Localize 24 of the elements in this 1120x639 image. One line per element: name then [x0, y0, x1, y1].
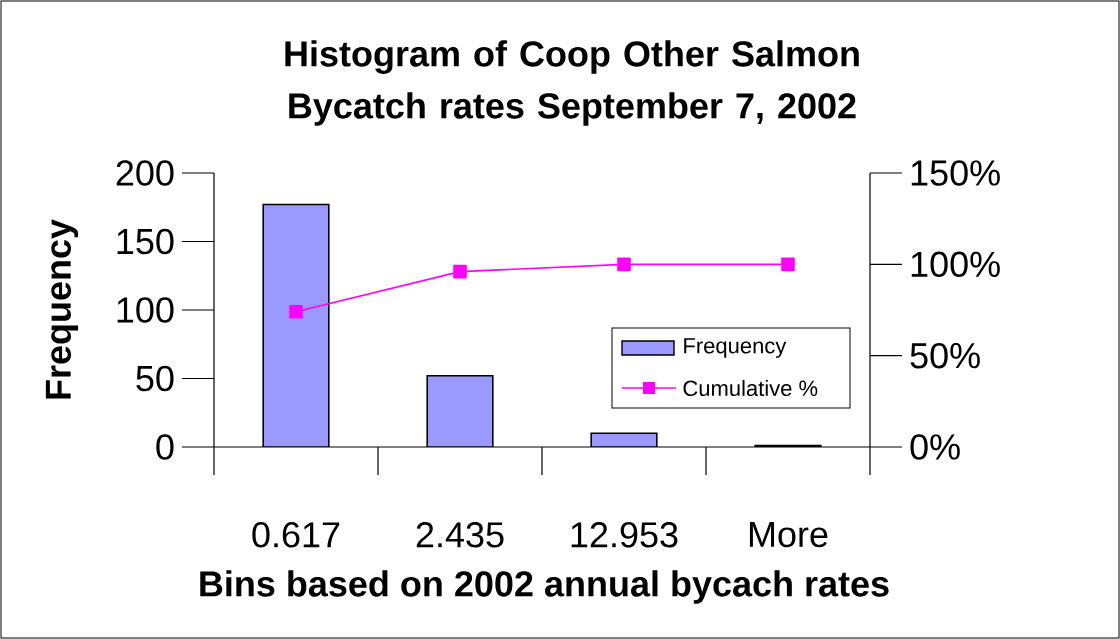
y-tick-label: 100	[117, 297, 174, 323]
bar	[262, 203, 330, 447]
y-tick-label: 150	[117, 228, 174, 255]
y-tick-label: 0	[156, 434, 174, 460]
y2-tick-label: 150%	[911, 160, 1000, 186]
y2-tick-label: 50%	[910, 342, 980, 369]
y-axis-title: Frequency	[45, 219, 79, 399]
x-tick-label: 2.435	[416, 522, 504, 548]
bar	[426, 374, 494, 447]
chart-title: Histogram of Coop Other Salmon Bycatch rates September 7, 2002	[285, 40, 859, 126]
point	[289, 305, 303, 319]
legend-label: Cumulative %	[683, 379, 818, 397]
legend-label: Frequency	[684, 338, 787, 358]
y2-tick-label: 0%	[910, 434, 960, 460]
x-axis-title: Bins based on 2002 annual bycach rates	[200, 570, 889, 604]
point	[453, 264, 467, 279]
point	[781, 257, 795, 272]
point	[617, 257, 631, 272]
y2-tick-label: 100%	[911, 251, 1000, 278]
y-tick-label: 50	[136, 365, 174, 392]
x-tick-label: More	[749, 522, 828, 548]
x-tick-label: 12.953	[571, 522, 678, 548]
x-tick-label: 0.617	[252, 522, 340, 548]
y-tick-label: 200	[116, 160, 174, 186]
